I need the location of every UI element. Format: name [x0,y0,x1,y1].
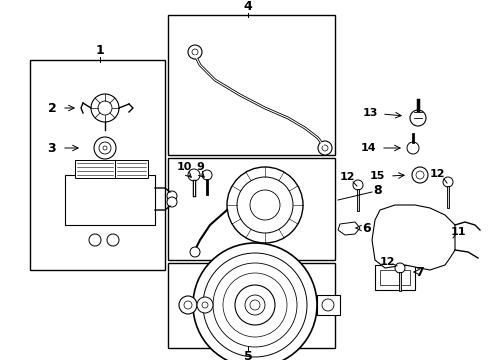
Text: 12: 12 [379,257,394,267]
Circle shape [244,295,264,315]
Bar [316,295,339,315]
Circle shape [411,167,427,183]
Bar [65,175,155,225]
Text: 4: 4 [243,0,252,13]
Circle shape [237,177,292,233]
Circle shape [249,190,280,220]
Text: 12: 12 [339,172,354,182]
Circle shape [98,101,112,115]
Circle shape [442,177,452,187]
Circle shape [179,296,197,314]
Circle shape [226,167,303,243]
Text: 9: 9 [196,162,203,172]
Circle shape [89,234,101,246]
Circle shape [321,145,327,151]
Circle shape [167,197,177,207]
Text: 3: 3 [48,141,56,154]
Text: 13: 13 [362,108,377,118]
Bar [168,15,334,155]
Text: 12: 12 [428,169,444,179]
Text: 11: 11 [449,227,465,237]
Circle shape [406,142,418,154]
Text: 1: 1 [96,44,104,57]
Circle shape [223,273,286,337]
Circle shape [213,263,296,347]
Circle shape [167,191,177,201]
Circle shape [202,170,212,180]
Circle shape [235,285,274,325]
Circle shape [415,171,423,179]
Circle shape [183,301,192,309]
Circle shape [321,299,333,311]
Text: 15: 15 [368,171,384,181]
Circle shape [91,94,119,122]
Bar [379,270,409,285]
Circle shape [317,141,331,155]
Circle shape [249,300,260,310]
Circle shape [192,49,198,55]
Circle shape [103,146,107,150]
Text: 8: 8 [373,184,382,197]
Circle shape [94,137,116,159]
Bar [30,60,164,270]
Text: 6: 6 [362,221,370,234]
Bar [374,265,414,290]
Circle shape [409,110,425,126]
Circle shape [107,234,119,246]
Bar [115,160,148,178]
Circle shape [352,180,362,190]
Polygon shape [337,222,359,235]
Circle shape [187,45,202,59]
Circle shape [394,263,404,273]
Polygon shape [371,205,454,270]
Circle shape [187,169,200,181]
Circle shape [193,243,316,360]
Circle shape [99,142,111,154]
Text: 2: 2 [47,102,56,114]
Text: 5: 5 [243,351,252,360]
Bar [168,158,334,260]
Circle shape [203,253,306,357]
Text: 7: 7 [415,266,424,279]
Text: 14: 14 [360,143,375,153]
Bar [75,160,115,178]
Bar [168,263,334,348]
Circle shape [202,302,207,308]
Circle shape [197,297,213,313]
Text: 10: 10 [176,162,191,172]
Circle shape [190,247,200,257]
